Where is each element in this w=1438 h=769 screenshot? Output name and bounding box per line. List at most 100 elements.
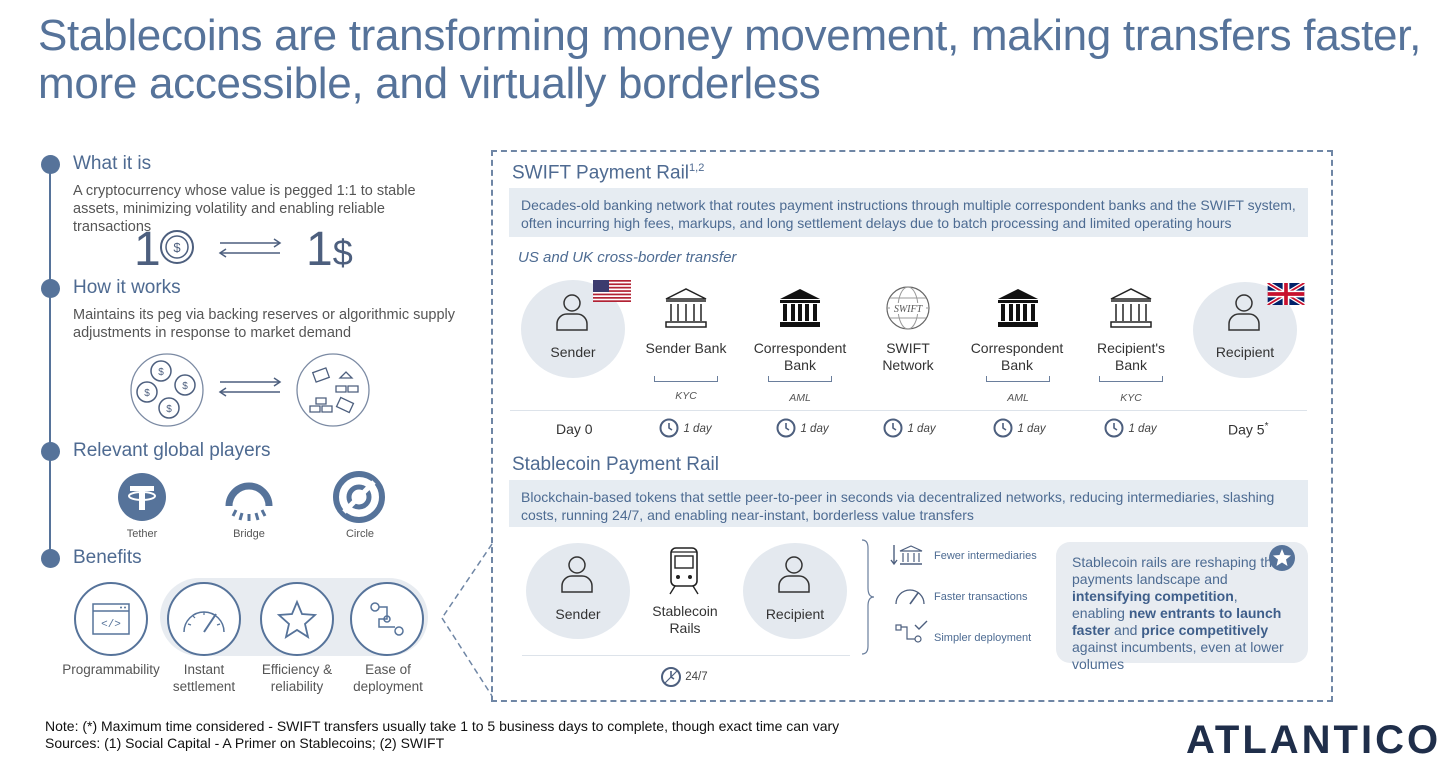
kyc-bracket	[654, 376, 718, 382]
what-heading: What it is	[73, 153, 152, 174]
person-icon	[556, 294, 588, 331]
aml-label: AML	[1007, 392, 1029, 404]
dollar-amount: 1$	[306, 223, 353, 276]
svg-text:$: $	[166, 404, 172, 415]
person-icon	[561, 556, 593, 593]
bank-filled-icon	[998, 289, 1038, 327]
swift-subtitle: US and UK cross-border transfer	[518, 249, 737, 266]
stablecoin-heading: Stablecoin Payment Rail	[512, 454, 719, 475]
benefit-efficiency: Efficiency & reliability	[261, 662, 333, 694]
svg-text:$: $	[182, 381, 188, 392]
exchange-arrows-icon	[218, 377, 282, 397]
circle-label: Circle	[345, 528, 375, 540]
swift-globe-icon: SWIFT	[886, 286, 930, 330]
what-text: A cryptocurrency whose value is pegged 1…	[73, 183, 416, 235]
bridge-logo-icon	[225, 482, 273, 521]
swift-network-label: SWIFT Network	[882, 340, 934, 373]
benefits-heading: Benefits	[73, 547, 142, 568]
brace-icon	[861, 539, 875, 655]
speed-gauge-icon	[895, 589, 925, 605]
stable-divider	[522, 655, 850, 656]
stable-sender-node	[526, 543, 630, 639]
timeline-line	[49, 170, 51, 560]
day-row-divider	[510, 410, 1307, 411]
stablecoin-icon: $	[160, 230, 194, 264]
correspondent-bank-1-label: Correspondent Bank	[753, 340, 847, 373]
aml-bracket	[986, 376, 1050, 382]
day-step: 1 day	[993, 418, 1046, 438]
simple-deployment-icon	[895, 620, 928, 643]
bank-outline-icon	[665, 288, 707, 328]
feature-faster-transactions: Faster transactions	[934, 591, 1028, 603]
us-flag-icon	[593, 280, 631, 302]
person-icon	[778, 556, 810, 593]
aml-label: AML	[789, 392, 811, 404]
stablecoin-description: Blockchain-based tokens that settle peer…	[509, 480, 1308, 527]
feature-simpler-deployment: Simpler deployment	[934, 632, 1032, 644]
clock-icon	[1104, 418, 1124, 438]
bank-outline-icon	[1110, 288, 1152, 328]
timeline-dot	[41, 442, 60, 461]
stablecoin-rails-label: Stablecoin Rails	[652, 603, 718, 636]
kyc-label: KYC	[1120, 392, 1142, 404]
day-step: 1 day	[776, 418, 829, 438]
timeline-dot	[41, 155, 60, 174]
atlantico-logo: ATLANTICO	[1186, 718, 1438, 762]
swift-description: Decades-old banking network that routes …	[509, 188, 1308, 237]
sender-bank-label: Sender Bank	[645, 340, 727, 356]
kyc-label: KYC	[675, 390, 697, 402]
bank-filled-icon	[780, 289, 820, 327]
svg-text:$: $	[144, 388, 150, 399]
timeline-dot	[41, 549, 60, 568]
speedometer-icon	[167, 582, 241, 656]
stable-sender-label: Sender	[555, 606, 601, 622]
star-badge-icon	[1269, 545, 1295, 571]
clock-icon	[883, 418, 903, 438]
svg-text:</>: </>	[101, 619, 121, 631]
stablecoin-amount: 1	[134, 223, 161, 276]
aml-bracket	[768, 376, 832, 382]
swift-heading: SWIFT Payment Rail1,2	[512, 162, 705, 184]
programmability-icon: </>	[74, 582, 148, 656]
benefit-ease-of-deployment: Ease of deployment	[353, 662, 423, 694]
day-start: Day 0	[556, 421, 593, 437]
clock-icon	[993, 418, 1013, 438]
recipient-bank-label: Recipient's Bank	[1096, 340, 1166, 373]
train-icon	[669, 547, 699, 595]
swift-recipient-label: Recipient	[1215, 344, 1275, 360]
gold-cash-reserve-icon	[296, 353, 370, 427]
svg-text:$: $	[173, 240, 181, 255]
stable-time: 24/7	[660, 666, 708, 688]
uk-flag-icon	[1267, 283, 1305, 305]
benefit-instant-settlement: Instant settlement	[172, 662, 236, 694]
circle-logo-icon	[333, 471, 385, 523]
exchange-arrows-icon	[218, 238, 282, 258]
players-heading: Relevant global players	[73, 440, 271, 461]
deployment-flow-icon	[350, 582, 424, 656]
benefit-programmability: Programmability	[62, 662, 160, 677]
connector-lines	[441, 543, 493, 697]
day-end: Day 5*	[1228, 421, 1269, 438]
clock-icon	[659, 418, 679, 438]
star-icon	[260, 582, 334, 656]
swift-logo-text: SWIFT	[894, 304, 924, 315]
stable-recipient-label: Recipient	[765, 606, 825, 622]
sources: Sources: (1) Social Capital - A Primer o…	[45, 735, 445, 751]
how-heading: How it works	[73, 277, 181, 298]
page-title: Stablecoins are transforming money movem…	[38, 11, 1422, 108]
coins-reserve-icon: $ $ $ $	[130, 353, 204, 427]
fewer-intermediaries-icon	[890, 545, 923, 566]
day-step: 1 day	[1104, 418, 1157, 438]
feature-fewer-intermediaries: Fewer intermediaries	[934, 550, 1037, 562]
kyc-bracket	[1099, 376, 1163, 382]
tether-logo-icon	[118, 473, 166, 521]
stable-recipient-node	[743, 543, 847, 639]
swift-sender-label: Sender	[550, 344, 596, 360]
clock-24-7-icon	[661, 667, 681, 687]
person-icon	[1228, 294, 1260, 331]
tether-label: Tether	[126, 528, 158, 540]
correspondent-bank-2-label: Correspondent Bank	[970, 340, 1064, 373]
footnote: Note: (*) Maximum time considered - SWIF…	[45, 718, 840, 734]
svg-text:$: $	[158, 367, 164, 378]
how-text: Maintains its peg via backing reserves o…	[73, 307, 456, 341]
